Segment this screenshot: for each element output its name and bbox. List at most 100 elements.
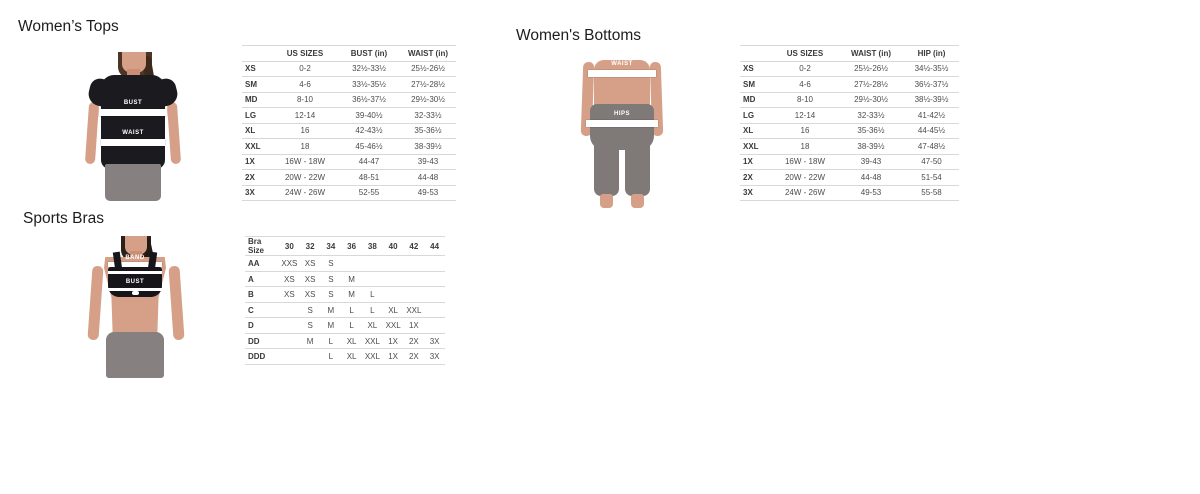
column-header: US SIZES (772, 45, 838, 62)
size-cell: 44-45½ (904, 123, 959, 139)
size-cell: 41-42½ (904, 107, 959, 124)
size-cell: 27½-28½ (838, 76, 904, 93)
size-cell (299, 348, 321, 365)
size-cell: 27½-28½ (400, 76, 456, 93)
size-cell: 4-6 (272, 76, 338, 93)
column-header: WAIST (in) (838, 45, 904, 62)
row-label: XS (740, 61, 772, 77)
size-cell: 36½-37½ (338, 92, 400, 108)
size-cell: 18 (772, 138, 838, 155)
size-cell: 2X (403, 333, 425, 350)
womens-tops-model-image: BUST WAIST (74, 52, 192, 201)
size-cell (403, 271, 425, 288)
size-cell: XS (299, 286, 321, 303)
table-row: XXL 18 45-46½ 38-39½ (242, 138, 456, 155)
model-arm-right (166, 101, 182, 165)
row-label: SM (740, 76, 772, 93)
table-body: XS 0-2 32½-33½ 25½-26½ SM 4-6 33½-35½ 27½-28½ MD… (242, 61, 456, 201)
sports-bras-model-image: BAND BUST (80, 236, 192, 378)
size-cell: 16 (772, 123, 838, 139)
bra-stripe-top (108, 271, 162, 274)
model-ankle-right (631, 194, 644, 208)
size-cell (424, 302, 445, 319)
model-head (122, 52, 146, 73)
sports-bras-title: Sports Bras (23, 210, 104, 227)
table-row: DDD L XL XXL 1X 2X 3X (245, 348, 445, 365)
size-cell: 16W - 18W (272, 154, 338, 170)
band-measure-band (108, 262, 162, 267)
row-label: MD (242, 92, 272, 108)
under-armour-logo (132, 291, 139, 295)
size-cell: 38-39½ (400, 138, 456, 155)
header-row: Bra Size 30 32 34 36 38 40 42 44 (245, 236, 445, 257)
column-header: 32 (299, 236, 321, 257)
table-row: MD 8-10 36½-37½ 29½-30½ (242, 92, 456, 108)
column-header: 40 (382, 236, 404, 257)
size-cell: 1X (382, 348, 404, 365)
legging-right (625, 144, 650, 196)
size-cell: 20W - 22W (272, 169, 338, 186)
size-cell: M (341, 271, 362, 288)
column-header: 36 (341, 236, 362, 257)
size-cell: 39-43 (400, 154, 456, 170)
size-cell: 49-53 (838, 185, 904, 201)
size-cell (279, 302, 300, 319)
size-cell: 32-33½ (838, 107, 904, 124)
gray-leggings-hips (590, 104, 654, 150)
size-cell: 44-48 (400, 169, 456, 186)
size-cell: XS (279, 286, 300, 303)
bust-measure-band (99, 109, 167, 116)
row-label: SM (242, 76, 272, 93)
size-cell (382, 286, 404, 303)
size-cell (424, 271, 445, 288)
size-cell: 42-43½ (338, 123, 400, 139)
size-cell (341, 255, 362, 272)
size-cell: XL (341, 348, 362, 365)
column-header: US SIZES (272, 45, 338, 62)
row-label: LG (740, 107, 772, 124)
row-label: XXL (740, 138, 772, 155)
size-cell: 16W - 18W (772, 154, 838, 170)
header-row: US SIZES BUST (in) WAIST (in) (242, 45, 456, 62)
row-label: B (245, 286, 279, 303)
row-label: 2X (740, 169, 772, 186)
column-header: WAIST (in) (400, 45, 456, 62)
table-row: DD M L XL XXL 1X 2X 3X (245, 333, 445, 350)
size-cell: 47-50 (904, 154, 959, 170)
size-cell (362, 271, 383, 288)
size-cell: 38-39½ (838, 138, 904, 155)
row-label: 2X (242, 169, 272, 186)
waist-measure-band (101, 139, 165, 146)
size-cell (424, 286, 445, 303)
band-measure-label: BAND (125, 255, 145, 261)
size-cell: 18 (272, 138, 338, 155)
row-label: XL (242, 123, 272, 139)
size-cell: M (320, 317, 342, 334)
table-row: A XS XS S M (245, 271, 445, 288)
size-cell: 47-48½ (904, 138, 959, 155)
size-cell: 8-10 (772, 92, 838, 108)
size-cell: 3X (424, 348, 445, 365)
column-header: 44 (424, 236, 445, 257)
size-cell: L (320, 348, 342, 365)
size-cell: 29½-30½ (838, 92, 904, 108)
size-cell: 25½-26½ (400, 61, 456, 77)
table-row: XL 16 35-36½ 44-45½ (740, 123, 959, 139)
row-label: MD (740, 92, 772, 108)
size-cell: 0-2 (272, 61, 338, 77)
table-row: AA XXS XS S (245, 255, 445, 272)
size-cell (279, 348, 300, 365)
table-row: 1X 16W - 18W 39-43 47-50 (740, 154, 959, 170)
size-cell: 32-33½ (400, 107, 456, 124)
womens-bottoms-size-table: US SIZES WAIST (in) HIP (in) XS 0-2 25½-26½ 3… (740, 45, 959, 201)
hips-band-label: HIPS (613, 111, 630, 117)
size-cell: 1X (382, 333, 404, 350)
table-row: XS 0-2 32½-33½ 25½-26½ (242, 61, 456, 77)
size-cell: XL (382, 302, 404, 319)
row-label: XXL (242, 138, 272, 155)
gray-leggings (106, 332, 164, 378)
size-cell: 44-47 (338, 154, 400, 170)
size-cell: L (320, 333, 342, 350)
column-header: Bra Size (245, 236, 279, 257)
waist-band-label: WAIST (122, 130, 144, 136)
